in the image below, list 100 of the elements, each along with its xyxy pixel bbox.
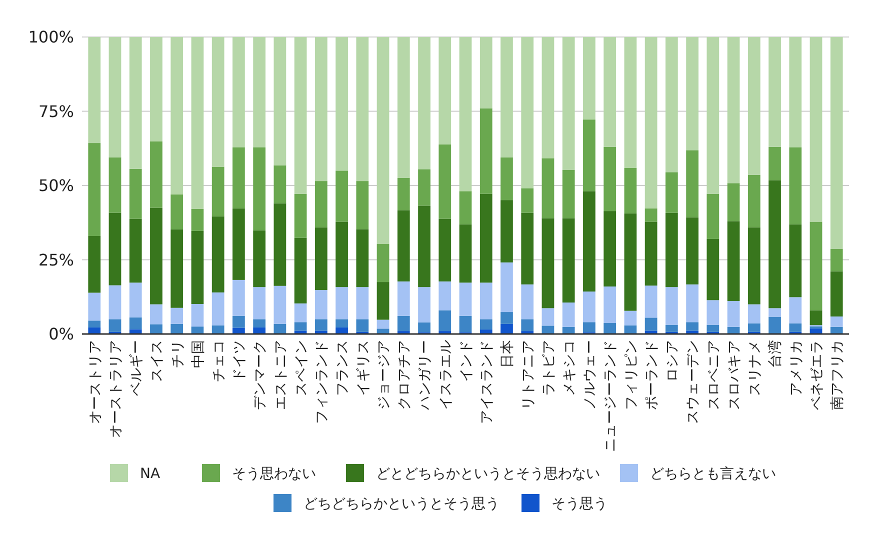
bar bbox=[830, 316, 843, 327]
bar bbox=[129, 218, 142, 283]
bar bbox=[459, 282, 472, 316]
bar bbox=[232, 208, 245, 280]
bar bbox=[129, 37, 142, 169]
bar bbox=[604, 323, 616, 334]
bar bbox=[191, 326, 204, 334]
bar bbox=[686, 322, 698, 331]
bar bbox=[336, 319, 348, 328]
bar bbox=[686, 284, 698, 322]
bar bbox=[604, 37, 616, 147]
x-tick-label: ニュージーランド bbox=[602, 340, 619, 452]
x-tick-label: 中国 bbox=[190, 340, 206, 368]
bar bbox=[397, 178, 410, 210]
bar bbox=[562, 326, 575, 334]
x-tick-label: ベネゼエラ bbox=[808, 340, 825, 410]
x-tick-label: スロバキア bbox=[726, 340, 742, 410]
bar bbox=[191, 208, 204, 231]
bar bbox=[810, 37, 822, 222]
bar bbox=[644, 318, 658, 331]
bar bbox=[665, 172, 678, 213]
bar bbox=[768, 308, 781, 317]
bar bbox=[768, 316, 781, 334]
bar bbox=[356, 287, 369, 320]
bar bbox=[604, 146, 616, 212]
bar bbox=[562, 302, 575, 327]
bar bbox=[397, 281, 410, 316]
bar bbox=[108, 285, 122, 320]
bar bbox=[768, 146, 781, 180]
x-tick-label: オーストリア bbox=[87, 340, 104, 424]
bar bbox=[789, 37, 802, 148]
bar bbox=[336, 327, 348, 334]
x-tick-label: ドイツ bbox=[232, 340, 248, 382]
bar bbox=[129, 168, 142, 219]
bar bbox=[583, 37, 596, 120]
bar bbox=[314, 37, 328, 182]
x-tick-label: イスラエル bbox=[438, 340, 454, 410]
bar bbox=[88, 320, 101, 328]
bar bbox=[108, 212, 122, 286]
bar bbox=[665, 212, 678, 288]
legend-label: どちどちらかというとそう思う bbox=[304, 496, 500, 512]
bar bbox=[562, 37, 575, 170]
x-tick-label: ロシア bbox=[664, 340, 681, 382]
x-tick-label: クロアチア bbox=[396, 340, 413, 410]
bar bbox=[294, 238, 307, 304]
legend-label: NA bbox=[140, 466, 160, 482]
bar bbox=[810, 310, 822, 326]
x-tick-label: 日本 bbox=[500, 340, 516, 368]
bar bbox=[583, 322, 596, 332]
bar bbox=[418, 206, 430, 288]
bar bbox=[459, 224, 472, 283]
bar bbox=[274, 324, 286, 334]
x-tick-label: チェコ bbox=[210, 340, 227, 382]
bar bbox=[542, 326, 554, 334]
bar bbox=[624, 37, 637, 168]
bar bbox=[480, 194, 492, 283]
bar bbox=[314, 227, 328, 290]
bar bbox=[748, 304, 760, 324]
bar bbox=[789, 224, 802, 298]
y-tick-label: 100% bbox=[28, 28, 74, 47]
bar bbox=[521, 284, 534, 320]
bar bbox=[294, 322, 307, 331]
bar bbox=[253, 327, 266, 334]
bar bbox=[212, 292, 224, 326]
x-tick-label: フィリピン bbox=[623, 340, 640, 410]
bar bbox=[748, 174, 760, 228]
bar bbox=[336, 287, 348, 320]
bar bbox=[706, 37, 720, 194]
bar bbox=[438, 37, 452, 145]
bar bbox=[356, 37, 369, 182]
bar bbox=[542, 158, 554, 218]
bar bbox=[376, 328, 390, 334]
bar bbox=[232, 280, 245, 316]
bar bbox=[356, 181, 369, 230]
bar bbox=[129, 282, 142, 318]
bar bbox=[604, 211, 616, 286]
x-tick-label: スロベニア bbox=[706, 340, 722, 410]
bar bbox=[418, 322, 430, 332]
bar bbox=[521, 188, 534, 213]
bar bbox=[150, 37, 162, 142]
x-tick-label: 台湾 bbox=[768, 340, 784, 368]
bar bbox=[480, 37, 492, 108]
bar bbox=[768, 37, 781, 147]
legend-label: そう思う bbox=[552, 496, 608, 512]
bar bbox=[521, 37, 534, 188]
bar bbox=[644, 286, 658, 318]
bar bbox=[253, 319, 266, 328]
bar bbox=[108, 157, 122, 213]
bar bbox=[191, 304, 204, 327]
bar bbox=[459, 316, 472, 332]
bar bbox=[376, 320, 390, 329]
bar bbox=[397, 210, 410, 282]
bar bbox=[191, 37, 204, 209]
bar bbox=[418, 37, 430, 170]
bar bbox=[253, 37, 266, 148]
bar bbox=[706, 194, 720, 239]
bar bbox=[810, 222, 822, 310]
bar bbox=[459, 191, 472, 224]
bar bbox=[150, 324, 162, 334]
bar bbox=[212, 166, 224, 216]
